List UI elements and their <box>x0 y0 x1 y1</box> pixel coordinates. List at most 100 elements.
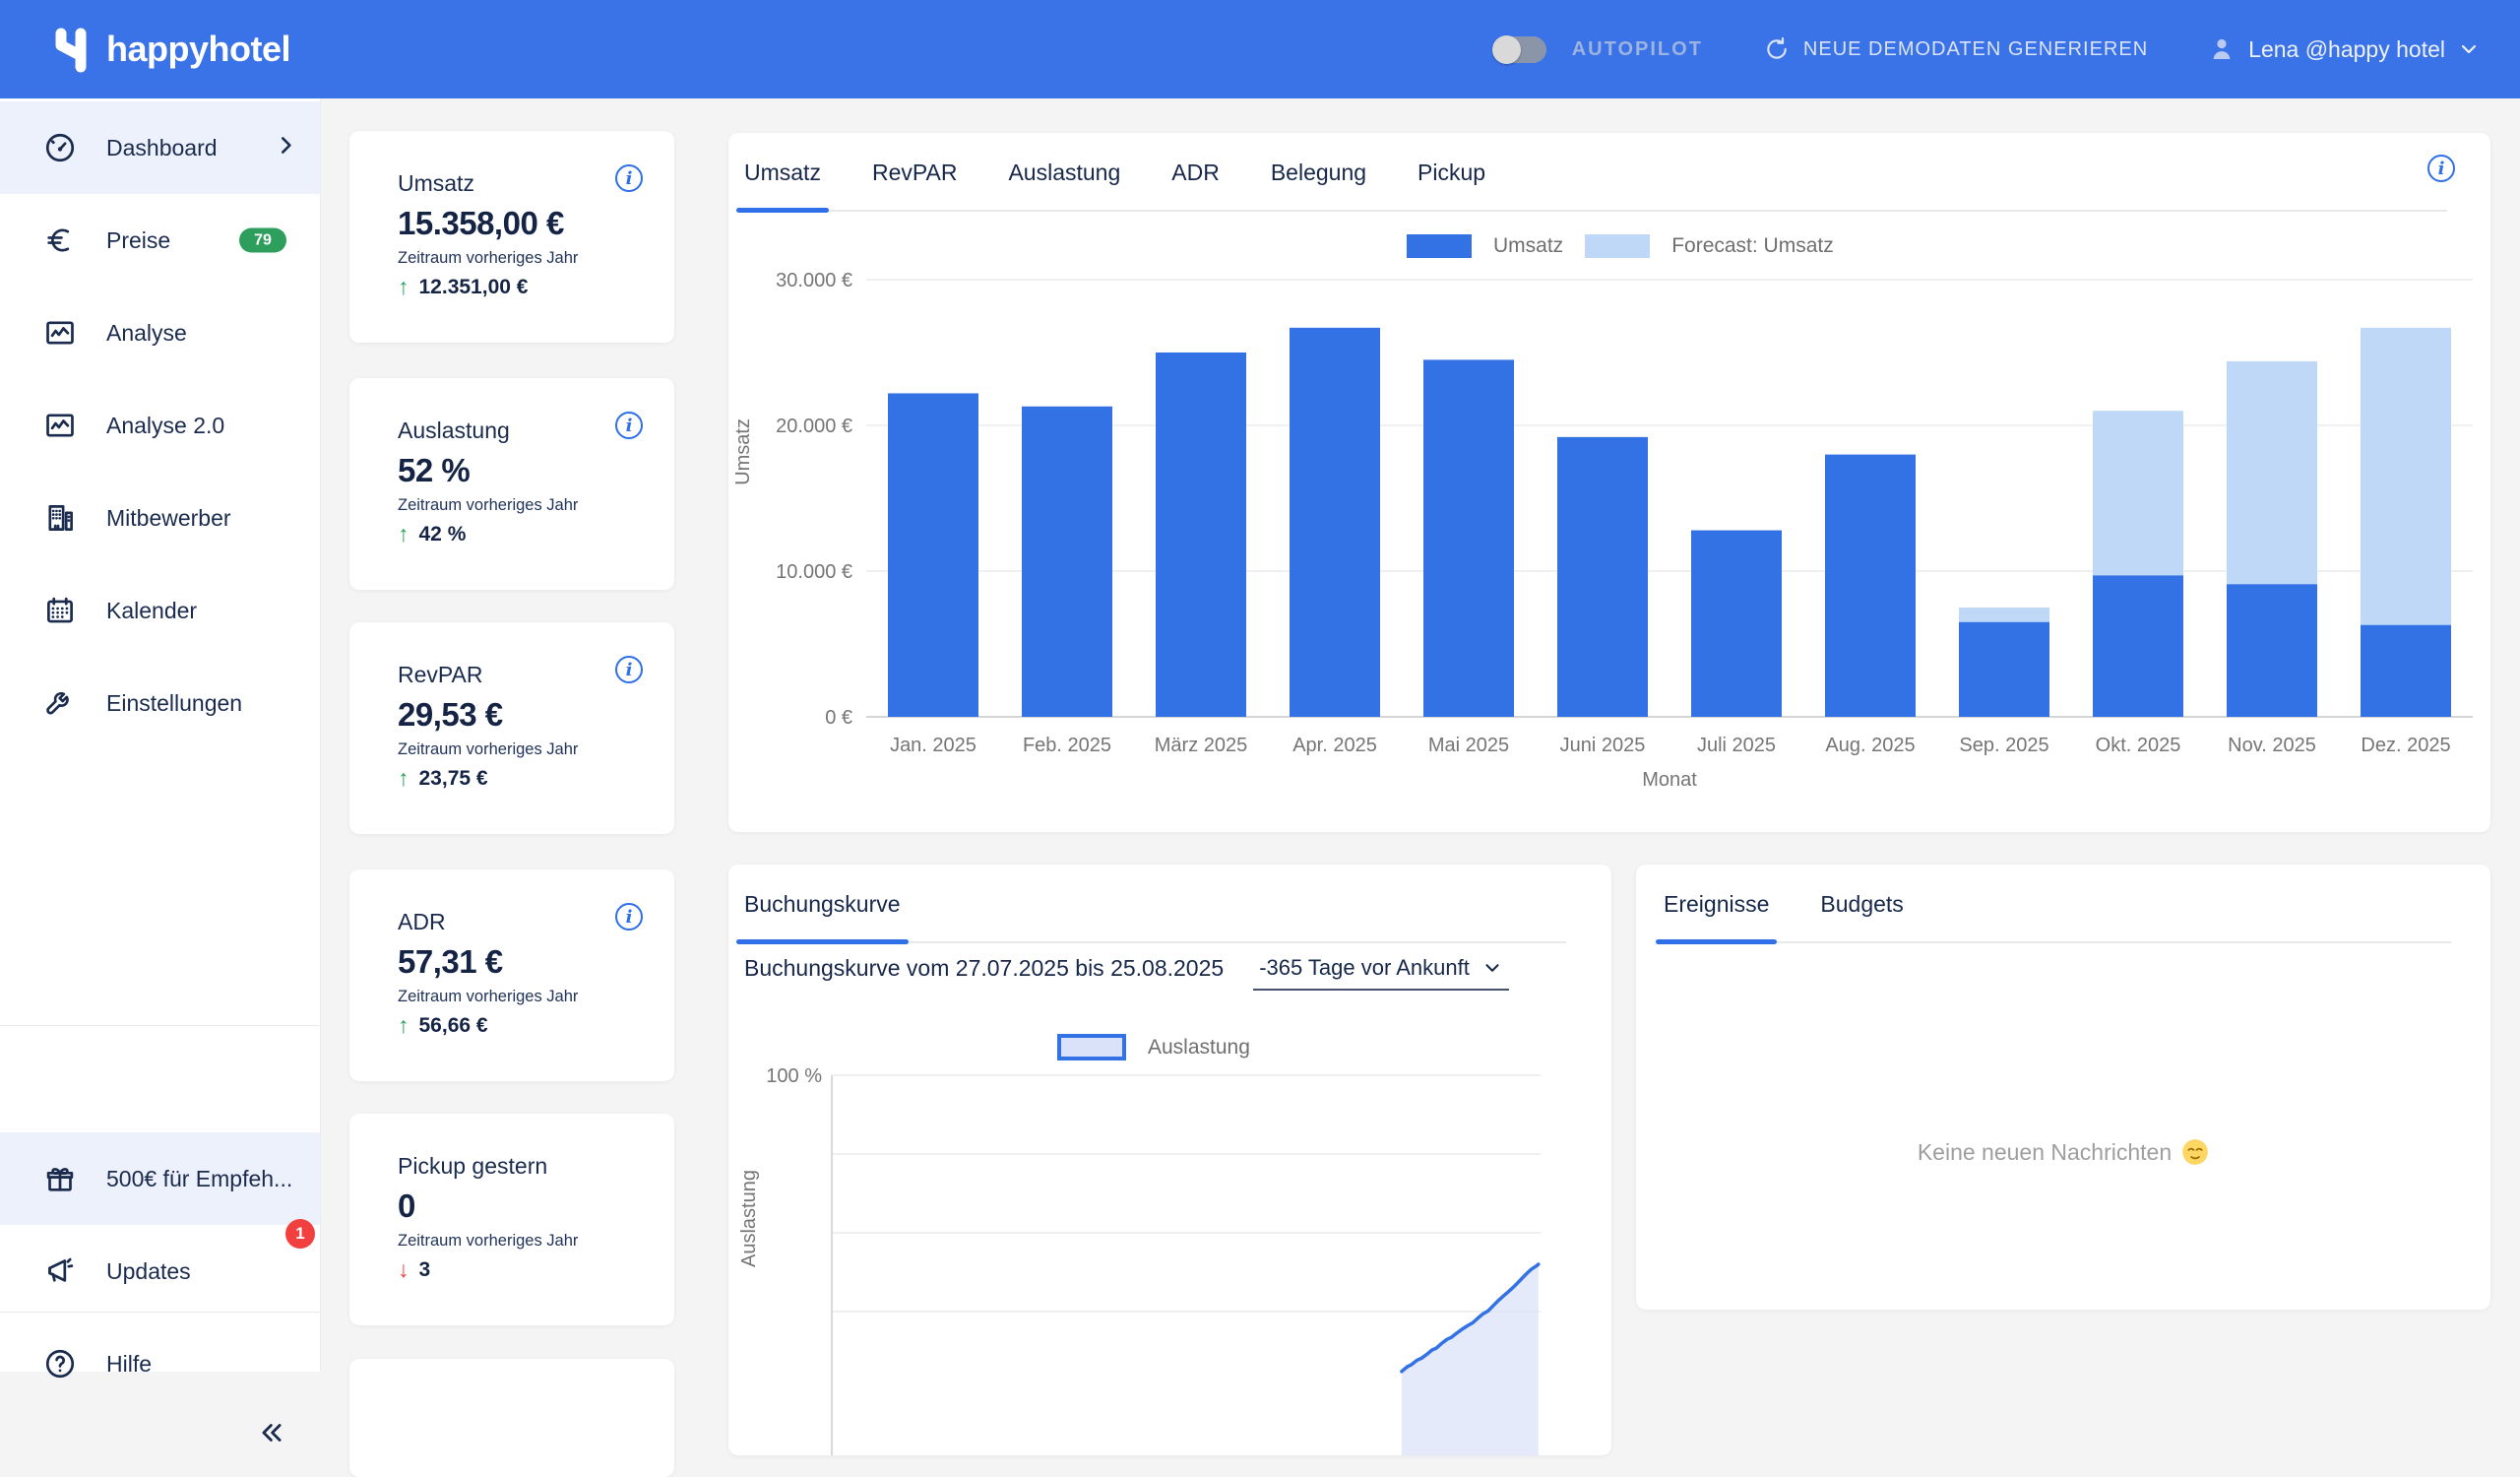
kpi-card-umsatz: Umsatz i 15.358,00 € Zeitraum vorheriges Ja… <box>349 131 674 343</box>
wrench-icon <box>43 686 77 720</box>
tab-umsatz[interactable]: Umsatz <box>744 159 821 185</box>
kpi-delta-value: 12.351,00 € <box>418 275 529 298</box>
kpi-title: Auslastung <box>398 417 510 443</box>
kpi-subtitle: Zeitraum vorheriges Jahr <box>398 496 579 514</box>
kpi-delta: ↑ 12.351,00 € <box>398 274 674 300</box>
svg-text:30.000 €: 30.000 € <box>776 270 852 291</box>
refresh-icon <box>1764 36 1790 62</box>
info-icon[interactable]: i <box>2427 155 2455 182</box>
euro-icon <box>43 224 77 257</box>
chevron-right-icon <box>273 133 298 163</box>
sidebar-item-kalender[interactable]: Kalender <box>0 564 320 657</box>
kpi-delta-value: 42 % <box>418 522 467 546</box>
chart-legend: Umsatz Forecast: Umsatz <box>1407 234 1834 258</box>
autopilot-label: AUTOPILOT <box>1571 37 1703 60</box>
svg-text:100 %: 100 % <box>766 1065 822 1087</box>
line-chart-icon <box>43 316 77 350</box>
svg-text:20.000 €: 20.000 € <box>776 416 852 437</box>
info-icon[interactable]: i <box>615 656 643 683</box>
legend-label: Forecast: Umsatz <box>1671 234 1834 257</box>
user-menu[interactable]: Lena @happy hotel <box>2207 34 2481 64</box>
sidebar: Dashboard Preise 79 Analyse Analyse 2.0 Mitbe… <box>0 98 320 1442</box>
svg-text:Aug. 2025: Aug. 2025 <box>1825 735 1915 756</box>
svg-text:0 €: 0 € <box>825 707 852 729</box>
happyhotel-logo-icon <box>51 25 93 74</box>
kpi-value: 15.358,00 € <box>398 205 564 241</box>
sidebar-item-analyse-2-0[interactable]: Analyse 2.0 <box>0 379 320 472</box>
svg-text:Nov. 2025: Nov. 2025 <box>2228 735 2316 756</box>
kpi-delta: ↑ 56,66 € <box>398 1012 674 1039</box>
logo-text: happyhotel <box>106 29 291 69</box>
sidebar-item-analyse[interactable]: Analyse <box>0 287 320 379</box>
info-icon[interactable]: i <box>615 412 643 439</box>
info-icon[interactable]: i <box>615 164 643 192</box>
active-tab-indicator <box>736 939 909 944</box>
kpi-subtitle: Zeitraum vorheriges Jahr <box>398 249 579 267</box>
sidebar-collapse-button[interactable] <box>257 1418 286 1452</box>
svg-text:Mai 2025: Mai 2025 <box>1428 735 1509 756</box>
chevron-down-icon <box>2457 37 2481 61</box>
arrow-down-icon: ↓ <box>398 1256 410 1282</box>
svg-text:Monat: Monat <box>1642 769 1697 791</box>
chevron-down-icon <box>1485 964 1499 972</box>
sidebar-item-preise[interactable]: Preise 79 <box>0 194 320 287</box>
badge-preise: 79 <box>239 227 286 253</box>
svg-text:Okt. 2025: Okt. 2025 <box>2096 735 2181 756</box>
kpi-subtitle: Zeitraum vorheriges Jahr <box>398 1232 579 1250</box>
booking-curve-chart: 100 % <box>766 1065 1541 1455</box>
kpi-delta-value: 23,75 € <box>418 766 488 790</box>
sidebar-item-label: 500€ für Empfeh... <box>106 1165 293 1191</box>
sidebar-item-referral[interactable]: 500€ für Empfeh... <box>0 1132 320 1225</box>
legend-label: Auslastung <box>1148 1035 1250 1059</box>
kpi-value: 52 % <box>398 452 471 488</box>
kpi-title: RevPAR <box>398 662 483 687</box>
generate-demo-data-button[interactable]: NEUE DEMODATEN GENERIEREN <box>1764 36 2148 62</box>
tab-ereignisse[interactable]: Ereignisse <box>1664 890 1770 917</box>
sidebar-item-mitbewerber[interactable]: Mitbewerber <box>0 472 320 564</box>
tab-adr[interactable]: ADR <box>1171 159 1220 185</box>
tab-belegung[interactable]: Belegung <box>1270 159 1367 185</box>
active-tab-indicator <box>736 208 829 213</box>
kpi-delta-value: 56,66 € <box>418 1013 488 1037</box>
kpi-delta-value: 3 <box>418 1257 431 1281</box>
kpi-delta: ↓ 3 <box>398 1256 674 1283</box>
svg-text:Sep. 2025: Sep. 2025 <box>1959 735 2048 756</box>
days-before-arrival-select[interactable]: -365 Tage vor Ankunft <box>1253 955 1509 991</box>
tab-budgets[interactable]: Budgets <box>1820 890 1904 917</box>
tab-revpar[interactable]: RevPAR <box>871 159 958 185</box>
tab-pickup[interactable]: Pickup <box>1418 159 1486 185</box>
autopilot-toggle[interactable] <box>1491 34 1546 64</box>
info-icon[interactable]: i <box>615 903 643 931</box>
logo: happyhotel <box>51 25 291 74</box>
user-name: Lena @happy hotel <box>2248 35 2445 62</box>
sidebar-item-label: Kalender <box>106 597 198 623</box>
tab-buchungskurve[interactable]: Buchungskurve <box>744 890 901 917</box>
svg-text:10.000 €: 10.000 € <box>776 561 852 583</box>
sidebar-item-updates[interactable]: Updates 1 <box>0 1219 320 1317</box>
user-icon <box>2207 34 2236 64</box>
events-card: Ereignisse Budgets Keine neuen Nachrichte… <box>1636 865 2490 1310</box>
sidebar-item-label: Mitbewerber <box>106 504 231 531</box>
svg-text:Dez. 2025: Dez. 2025 <box>2361 735 2450 756</box>
kpi-value: 57,31 € <box>398 943 503 980</box>
booking-legend: Auslastung <box>1057 1034 1250 1060</box>
days-before-arrival-value: -365 Tage vor Ankunft <box>1259 955 1470 980</box>
sidebar-item-hilfe[interactable]: Hilfe <box>0 1317 320 1410</box>
arrow-up-icon: ↑ <box>398 521 410 546</box>
kpi-title: Pickup gestern <box>398 1153 548 1179</box>
kpi-value: 29,53 € <box>398 696 503 733</box>
megaphone-icon <box>43 1254 77 1288</box>
tab-auslastung[interactable]: Auslastung <box>1008 159 1121 185</box>
legend-label: Umsatz <box>1493 234 1564 257</box>
kpi-subtitle: Zeitraum vorheriges Jahr <box>398 988 579 1005</box>
sidebar-item-label: Analyse 2.0 <box>106 412 225 438</box>
kpi-title: ADR <box>398 909 446 934</box>
sidebar-item-einstellungen[interactable]: Einstellungen <box>0 657 320 749</box>
active-tab-indicator <box>1656 939 1777 944</box>
generate-demo-data-label: NEUE DEMODATEN GENERIEREN <box>1802 37 2149 60</box>
arrow-up-icon: ↑ <box>398 765 410 791</box>
auslastung-swatch <box>1057 1034 1126 1060</box>
legend-swatch <box>1585 234 1651 258</box>
sidebar-item-dashboard[interactable]: Dashboard <box>0 101 320 194</box>
gift-icon <box>43 1162 77 1195</box>
